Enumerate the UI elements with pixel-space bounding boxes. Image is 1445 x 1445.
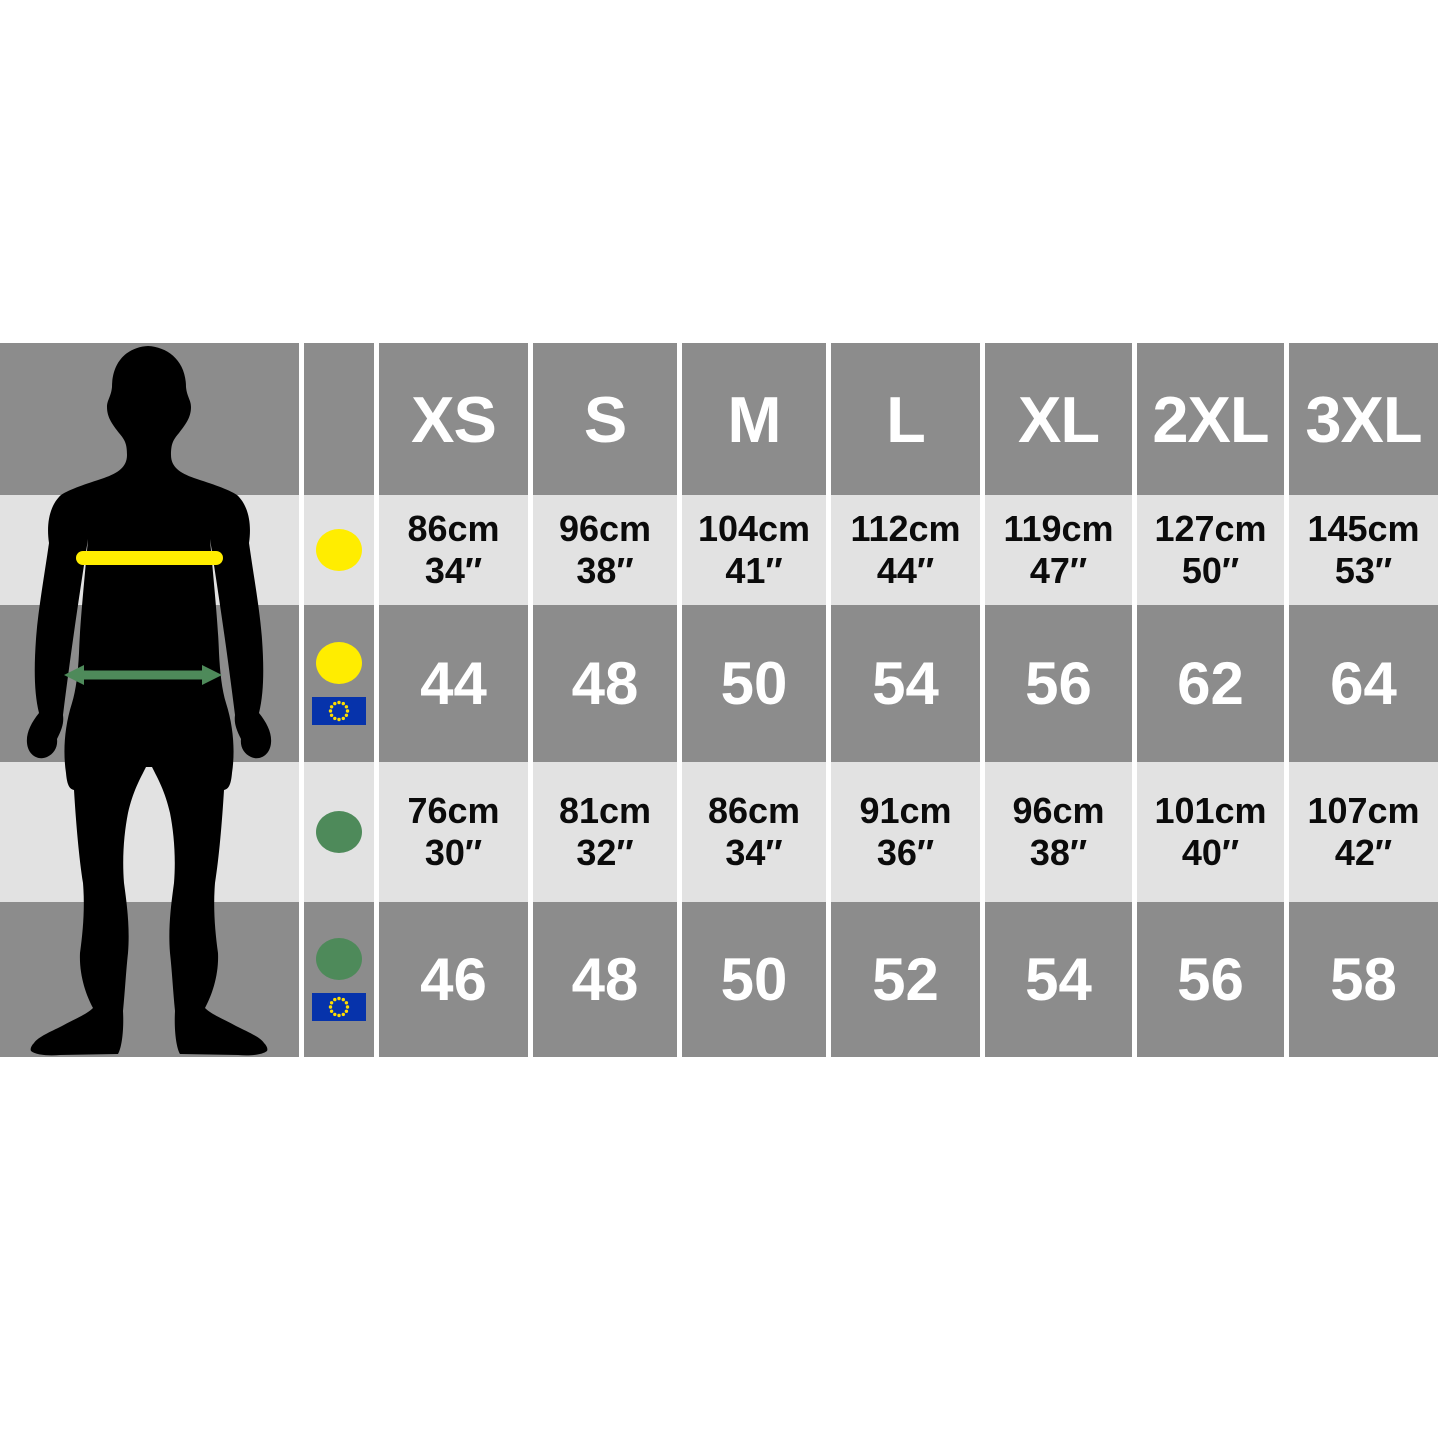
waist-cm: 76cm <box>407 790 500 832</box>
chest-cm-value: 112cm 44″ <box>831 495 980 605</box>
size-header-m: M <box>682 343 826 495</box>
waist-in: 34″ <box>725 832 783 873</box>
chest-in: 53″ <box>1334 550 1393 591</box>
waist-in: 36″ <box>876 832 935 873</box>
chest-in: 38″ <box>576 550 634 591</box>
silhouette-band-waist-cm <box>0 762 299 902</box>
silhouette-band-header <box>0 343 299 495</box>
waist-in: 32″ <box>576 832 634 873</box>
chest-cm: 86cm <box>407 508 500 550</box>
silhouette-band-chest-cm <box>0 495 299 605</box>
size-header-xl: XL <box>985 343 1132 495</box>
eu-flag-icon <box>312 697 366 725</box>
size-header-3xl: 3XL <box>1289 343 1438 495</box>
chest-eu-value: 50 <box>682 605 826 762</box>
silhouette-band-chest-eu <box>0 605 299 762</box>
waist-in: 40″ <box>1181 832 1240 873</box>
chest-in: 47″ <box>1029 550 1088 591</box>
waist-cm-value: 86cm 34″ <box>682 762 826 902</box>
chest-cm: 127cm <box>1154 508 1267 550</box>
chest-in: 41″ <box>725 550 783 591</box>
chest-eu-marker-cell <box>304 605 374 762</box>
eu-flag-icon <box>312 993 366 1021</box>
chest-eu-value: 54 <box>831 605 980 762</box>
size-header-2xl: 2XL <box>1137 343 1284 495</box>
chest-eu-value: 44 <box>379 605 528 762</box>
waist-in: 42″ <box>1334 832 1393 873</box>
waist-cm: 86cm <box>707 790 801 832</box>
size-header-xs: XS <box>379 343 528 495</box>
size-table: XS S M L XL 2XL 3XL 86cm 34″ 96cm 38″ 10… <box>0 343 1438 1057</box>
waist-cm: 101cm <box>1154 790 1267 832</box>
waist-eu-value: 56 <box>1137 902 1284 1057</box>
silhouette-band-waist-eu <box>0 902 299 1057</box>
chest-cm-value: 96cm 38″ <box>533 495 677 605</box>
waist-in: 38″ <box>1029 832 1088 873</box>
chest-cm-value: 104cm 41″ <box>682 495 826 605</box>
chest-cm: 119cm <box>1003 508 1114 550</box>
waist-eu-marker-cell <box>304 902 374 1057</box>
waist-marker-cell <box>304 762 374 902</box>
chest-marker-cell <box>304 495 374 605</box>
chest-cm-value: 127cm 50″ <box>1137 495 1284 605</box>
waist-eu-value: 48 <box>533 902 677 1057</box>
chest-marker-yellow-circle-icon <box>316 529 362 571</box>
waist-eu-value: 52 <box>831 902 980 1057</box>
chest-marker-yellow-circle-icon <box>316 642 362 684</box>
chest-eu-value: 64 <box>1289 605 1438 762</box>
chest-in: 34″ <box>424 550 483 591</box>
waist-cm-value: 76cm 30″ <box>379 762 528 902</box>
waist-in: 30″ <box>424 832 483 873</box>
chest-eu-value: 48 <box>533 605 677 762</box>
chest-in: 44″ <box>876 550 935 591</box>
waist-cm-value: 107cm 42″ <box>1289 762 1438 902</box>
waist-cm: 96cm <box>1012 790 1105 832</box>
waist-cm-value: 81cm 32″ <box>533 762 677 902</box>
size-header-l: L <box>831 343 980 495</box>
chest-eu-value: 56 <box>985 605 1132 762</box>
chest-cm-value: 86cm 34″ <box>379 495 528 605</box>
waist-eu-value: 46 <box>379 902 528 1057</box>
waist-cm: 91cm <box>859 790 952 832</box>
waist-cm: 81cm <box>558 790 652 832</box>
chest-cm-value: 119cm 47″ <box>985 495 1132 605</box>
chest-eu-value: 62 <box>1137 605 1284 762</box>
chest-cm: 112cm <box>850 508 961 550</box>
chest-cm: 104cm <box>697 508 811 550</box>
chest-cm: 145cm <box>1307 508 1420 550</box>
waist-cm-value: 96cm 38″ <box>985 762 1132 902</box>
size-header-s: S <box>533 343 677 495</box>
waist-cm-value: 101cm 40″ <box>1137 762 1284 902</box>
waist-marker-green-circle-icon <box>316 938 362 980</box>
waist-cm-value: 91cm 36″ <box>831 762 980 902</box>
waist-eu-value: 58 <box>1289 902 1438 1057</box>
chest-cm: 96cm <box>558 508 652 550</box>
waist-marker-green-circle-icon <box>316 811 362 853</box>
waist-eu-value: 50 <box>682 902 826 1057</box>
chest-cm-value: 145cm 53″ <box>1289 495 1438 605</box>
waist-eu-value: 54 <box>985 902 1132 1057</box>
chest-in: 50″ <box>1181 550 1240 591</box>
waist-cm: 107cm <box>1307 790 1420 832</box>
icon-column-header-spacer <box>304 343 374 495</box>
